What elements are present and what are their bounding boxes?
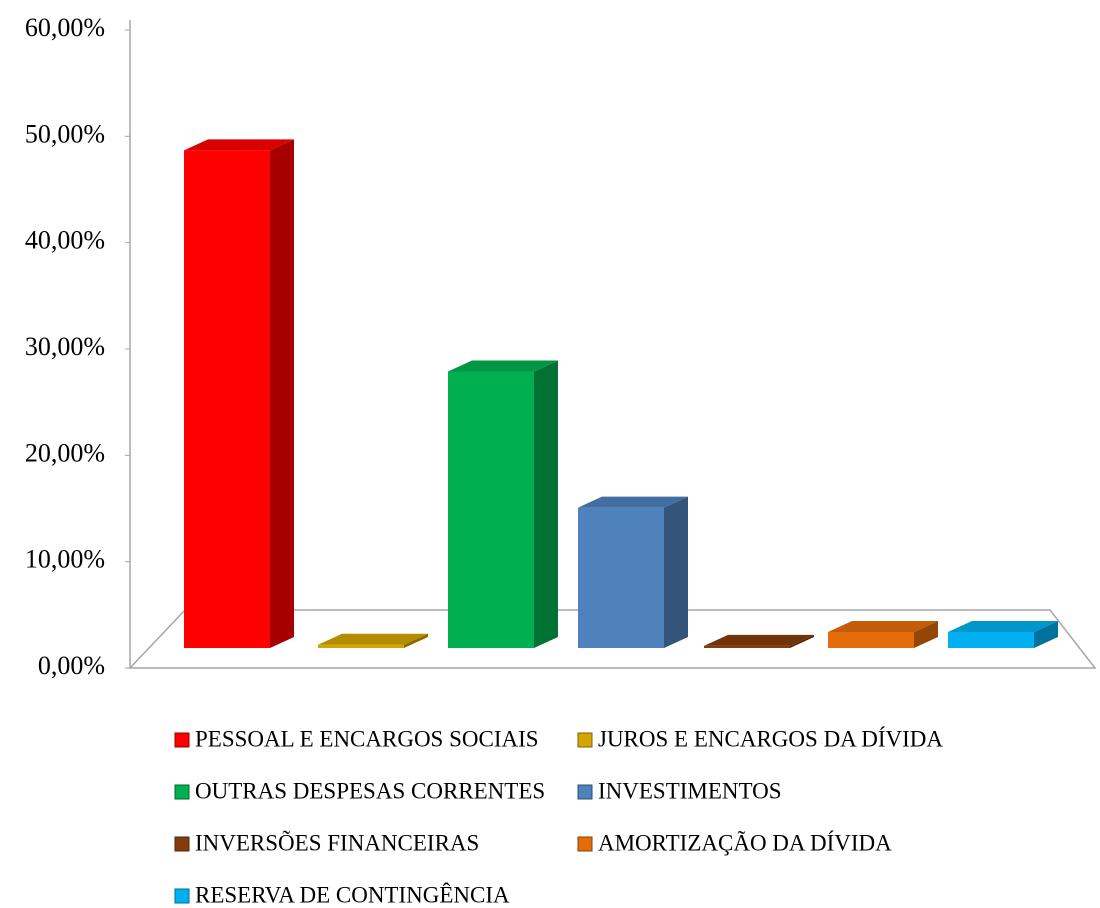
bar-face — [704, 645, 790, 648]
legend-swatch — [577, 784, 593, 800]
bar-face — [578, 507, 664, 648]
y-tick-label: 40,00% — [25, 226, 105, 255]
bar-face — [664, 496, 688, 648]
bar-face — [404, 633, 428, 648]
y-tick-label: 50,00% — [25, 119, 105, 148]
bar-face — [270, 139, 294, 649]
bar-face — [318, 644, 404, 648]
bar-face — [704, 634, 814, 646]
bar — [948, 621, 1058, 648]
bar-face — [1034, 621, 1058, 648]
legend-label: RESERVA DE CONTINGÊNCIA — [195, 882, 510, 907]
legend-label: INVERSÕES FINANCEIRAS — [195, 829, 479, 855]
bar — [448, 360, 558, 648]
bar — [578, 496, 688, 648]
legend-swatch — [577, 836, 593, 852]
bar-face — [828, 632, 914, 648]
legend-label: JUROS E ENCARGOS DA DÍVIDA — [598, 726, 943, 751]
legend-label: PESSOAL E ENCARGOS SOCIAIS — [195, 726, 539, 751]
bar-face — [534, 360, 558, 648]
bar-face — [448, 371, 534, 648]
legend-label: OUTRAS DESPESAS CORRENTES — [195, 778, 545, 803]
bar-face — [948, 632, 1034, 648]
y-tick-label: 20,00% — [25, 438, 105, 467]
bar-face — [184, 139, 294, 151]
bar-face — [184, 150, 270, 649]
bar-face — [948, 621, 1058, 633]
legend-swatch — [174, 732, 190, 748]
bar — [828, 621, 938, 648]
legend-swatch — [577, 732, 593, 748]
bar-face — [914, 621, 938, 648]
y-tick-label: 0,00% — [38, 651, 105, 680]
y-tick-label: 60,00% — [25, 13, 105, 42]
legend-label: INVESTIMENTOS — [598, 778, 782, 803]
y-tick-label: 30,00% — [25, 332, 105, 361]
floor — [128, 609, 1097, 669]
y-tick-label: 10,00% — [25, 545, 105, 574]
bar — [318, 633, 428, 648]
bar-face — [578, 496, 688, 508]
bar — [704, 634, 814, 648]
bar-face — [448, 360, 558, 372]
bar-face — [828, 621, 938, 633]
bar-face — [318, 633, 428, 645]
legend-swatch — [174, 836, 190, 852]
legend-label: AMORTIZAÇÃO DA DÍVIDA — [598, 830, 892, 855]
bar-face — [790, 634, 814, 648]
legend-swatch — [174, 784, 190, 800]
bar — [184, 139, 294, 649]
legend-swatch — [174, 888, 190, 904]
